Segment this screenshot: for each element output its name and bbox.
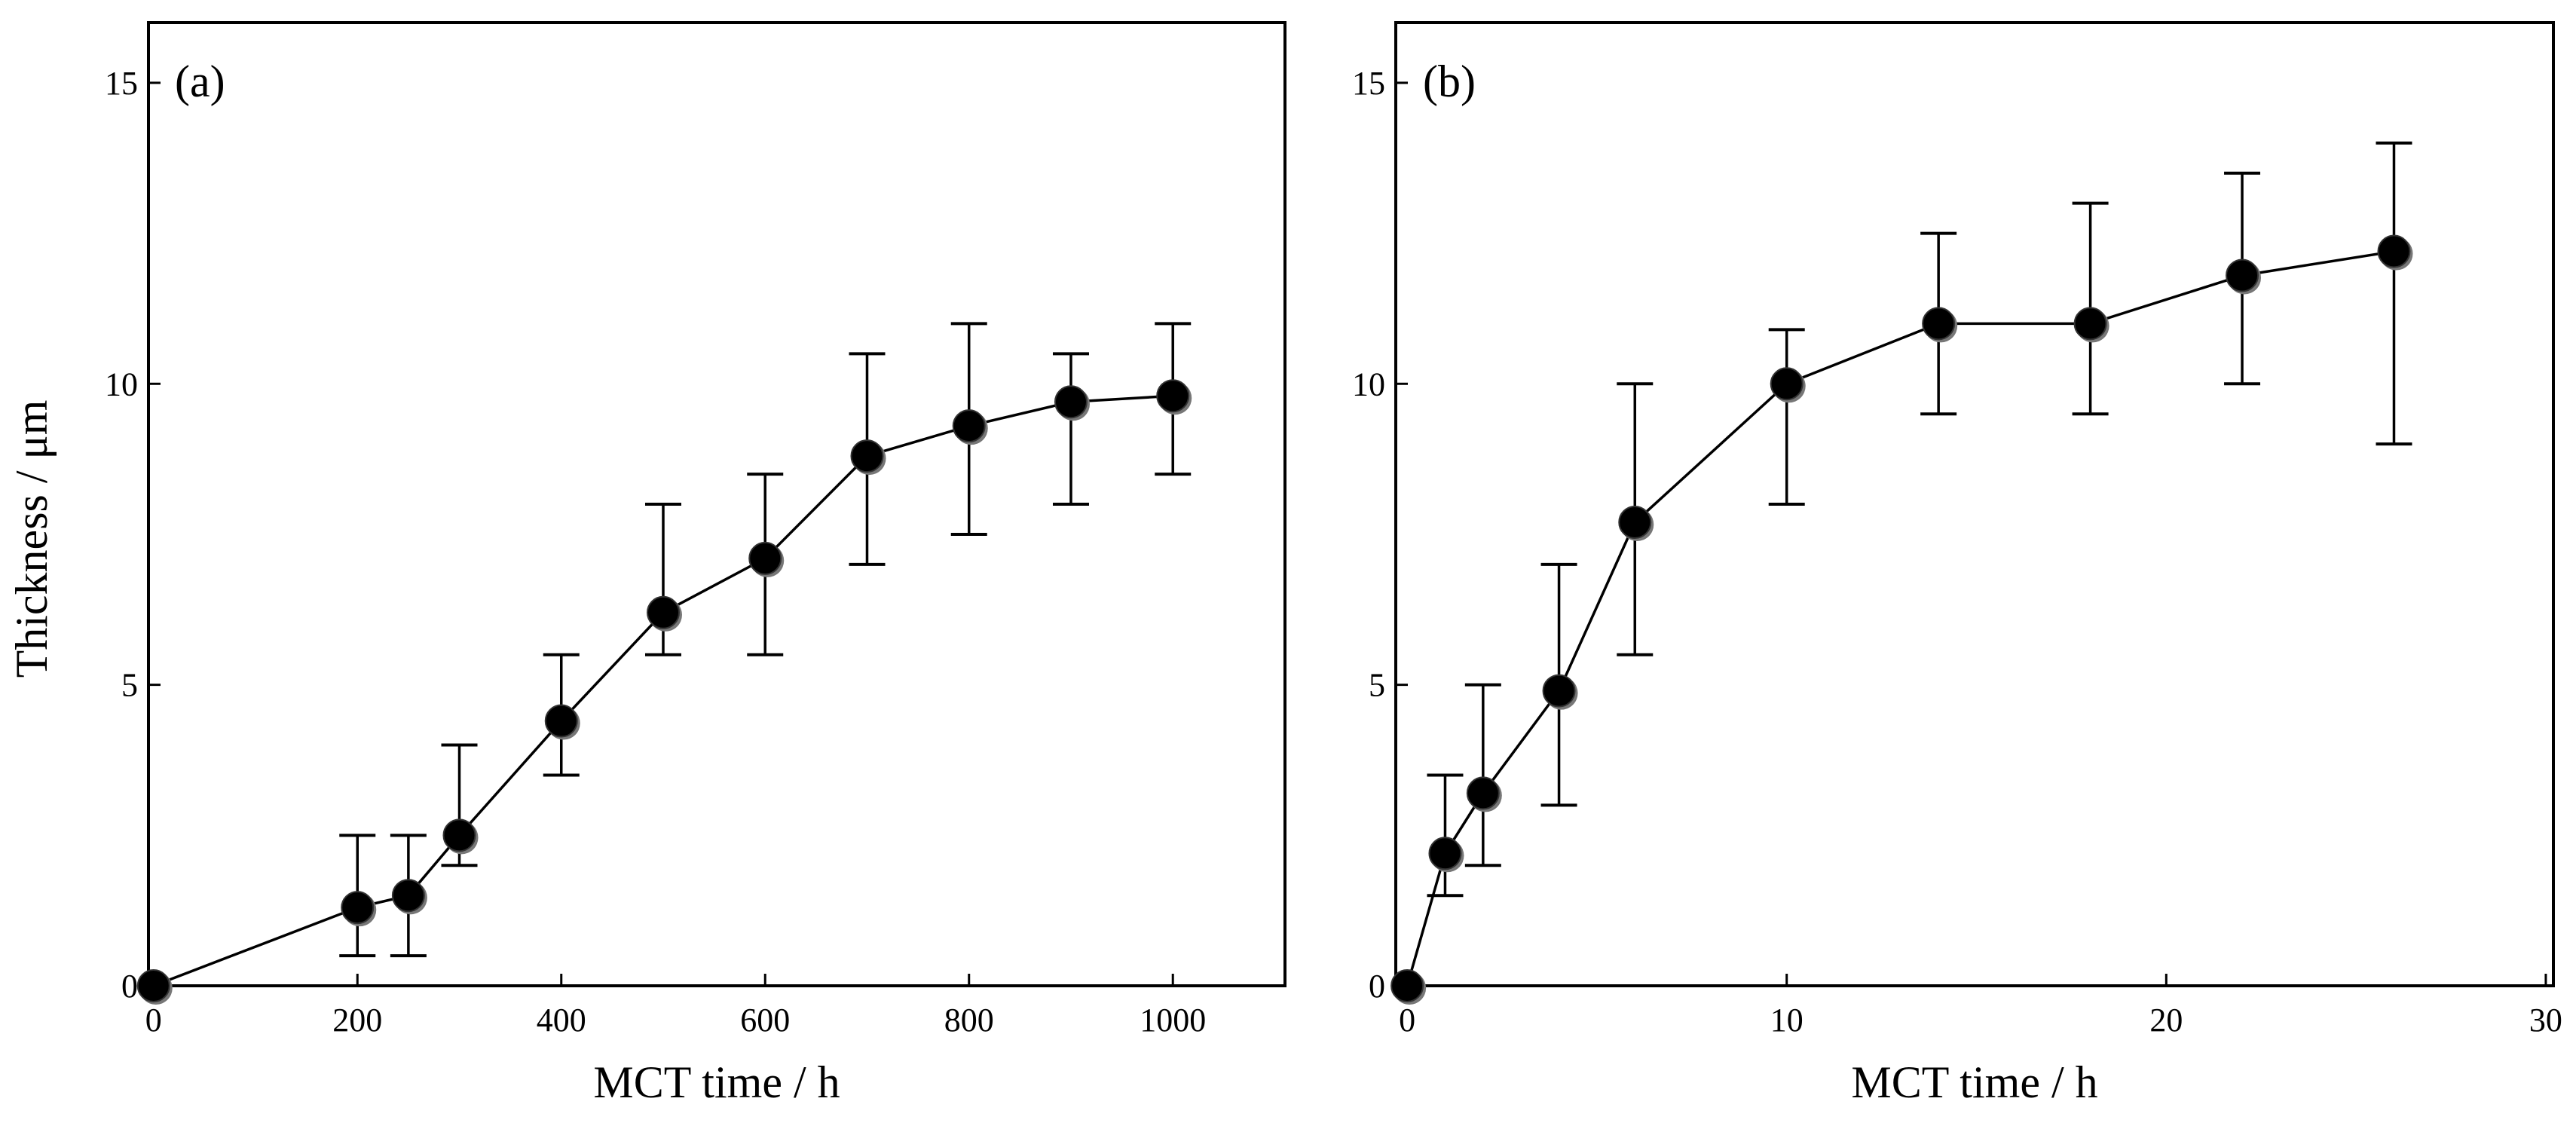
- data-point: [646, 595, 682, 632]
- plot-frame: [147, 21, 1286, 987]
- panel-b: 0 10 20 30 0 5 10 15 MCT time / h (b): [1352, 21, 2562, 1107]
- data-point: [850, 439, 886, 476]
- y-tick-label: 5: [1369, 667, 1385, 704]
- data-point: [1618, 505, 1654, 541]
- data-point: [442, 818, 479, 855]
- x-tick-label: 20: [2149, 1002, 2183, 1039]
- data-point: [2073, 307, 2109, 343]
- data-point: [952, 409, 988, 445]
- y-tick-label: 15: [105, 65, 138, 102]
- x-tick-label: 10: [1770, 1002, 1804, 1039]
- x-tick-label: 0: [1399, 1002, 1415, 1039]
- y-tick-label: 10: [105, 366, 138, 402]
- data-point-marker: [1770, 367, 1804, 401]
- y-tick-label: 10: [1352, 366, 1385, 402]
- data-point-marker: [136, 969, 170, 1002]
- y-tick-label: 0: [1369, 968, 1385, 1005]
- data-point-marker: [1466, 776, 1500, 810]
- data-point-marker: [1156, 379, 1190, 413]
- data-point-marker: [850, 439, 884, 473]
- data-point: [1466, 776, 1502, 812]
- plot-frame: [1394, 21, 2555, 987]
- data-point-marker: [2073, 307, 2107, 341]
- data-point-marker: [341, 891, 375, 925]
- data-point-marker: [2377, 234, 2411, 268]
- data-point-marker: [1618, 505, 1652, 539]
- data-point: [341, 891, 377, 927]
- error-bar: [1052, 352, 1089, 506]
- data-point-marker: [1390, 969, 1424, 1002]
- data-point-marker: [646, 595, 680, 629]
- data-point-marker: [2226, 259, 2259, 292]
- data-point: [1428, 837, 1464, 873]
- error-bar: [2376, 141, 2412, 446]
- series-line: [153, 394, 1173, 987]
- data-point: [544, 704, 580, 740]
- panel-label: (a): [175, 57, 225, 106]
- x-tick-label: 0: [145, 1002, 162, 1039]
- error-bar: [644, 503, 681, 656]
- y-tick-label: 5: [121, 667, 138, 704]
- x-tick-label: 400: [537, 1002, 586, 1039]
- x-tick-label: 1000: [1140, 1002, 1206, 1039]
- data-point-marker: [952, 409, 986, 443]
- data-point: [1770, 367, 1806, 403]
- data-point-marker: [748, 541, 782, 575]
- data-point-marker: [1542, 674, 1576, 708]
- x-tick-label: 200: [332, 1002, 382, 1039]
- data-point: [136, 969, 173, 1005]
- data-point-marker: [1922, 307, 1956, 341]
- data-point: [1390, 969, 1427, 1005]
- data-point: [1156, 379, 1192, 415]
- x-tick-label: 30: [2529, 1002, 2562, 1039]
- series-line: [1406, 249, 2394, 987]
- x-tick-label: 800: [944, 1002, 994, 1039]
- data-point: [748, 541, 785, 577]
- y-axis-title: Thickness / μm: [7, 400, 57, 678]
- x-axis-title: MCT time / h: [1851, 1057, 2097, 1107]
- data-point: [2377, 234, 2413, 271]
- panel-a: 0 200 400 600 800 1000 0 5 10 15 MCT time / h (a): [105, 21, 1286, 1107]
- y-tick-label: 0: [121, 968, 138, 1005]
- error-bar: [1464, 683, 1501, 867]
- data-point: [2226, 259, 2262, 295]
- x-axis-title: MCT time / h: [593, 1057, 840, 1107]
- data-point-marker: [1054, 385, 1088, 419]
- error-bar: [1768, 328, 1805, 506]
- x-tick-label: 600: [740, 1002, 790, 1039]
- data-point-marker: [391, 879, 425, 913]
- data-point-marker: [544, 704, 578, 738]
- data-point-marker: [1428, 837, 1462, 870]
- data-point: [1542, 674, 1578, 710]
- data-point: [1922, 307, 1958, 343]
- panel-label: (b): [1423, 57, 1476, 106]
- data-point: [1054, 385, 1090, 421]
- data-point-marker: [442, 818, 476, 852]
- y-tick-label: 15: [1352, 65, 1385, 102]
- data-point: [391, 879, 427, 915]
